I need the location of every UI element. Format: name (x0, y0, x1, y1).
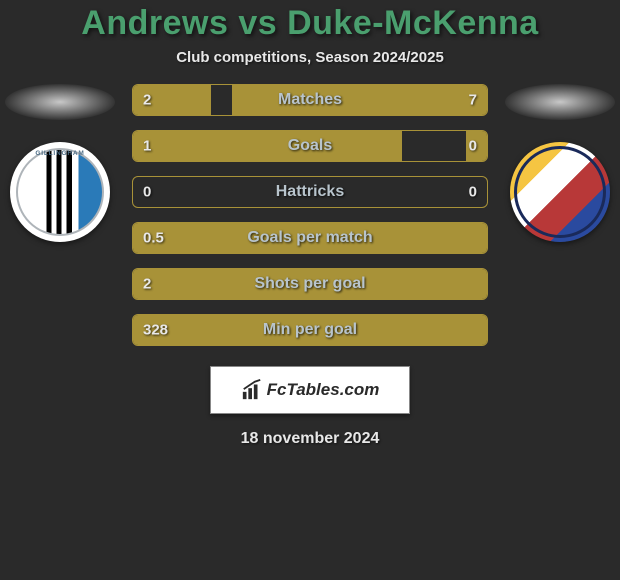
stat-row: 1Goals0 (132, 130, 488, 162)
stat-row: 0Hattricks0 (132, 176, 488, 208)
stat-value-right: 0 (469, 184, 477, 201)
stat-row: 328Min per goal (132, 314, 488, 346)
stat-label: Shots per goal (133, 275, 487, 293)
stat-row: 2Matches7 (132, 84, 488, 116)
club-crest-right (510, 142, 610, 242)
brand-name: FcTables.com (267, 380, 380, 400)
stat-row: 2Shots per goal (132, 268, 488, 300)
date-label: 18 november 2024 (0, 430, 620, 448)
club-crest-left (10, 142, 110, 242)
stat-value-right: 0 (469, 138, 477, 155)
stat-label: Goals per match (133, 229, 487, 247)
brand-badge[interactable]: FcTables.com (210, 366, 410, 414)
player-photo-placeholder-left (5, 84, 115, 120)
stat-label: Goals (133, 137, 487, 155)
stat-label: Matches (133, 91, 487, 109)
stat-value-right: 7 (469, 92, 477, 109)
page-title: Andrews vs Duke-McKenna (0, 4, 620, 43)
main-row: 2Matches71Goals00Hattricks00.5Goals per … (0, 84, 620, 360)
stats-column: 2Matches71Goals00Hattricks00.5Goals per … (120, 84, 500, 360)
stat-row: 0.5Goals per match (132, 222, 488, 254)
subtitle: Club competitions, Season 2024/2025 (0, 49, 620, 66)
stat-label: Hattricks (133, 183, 487, 201)
chart-icon (241, 379, 263, 401)
player-photo-placeholder-right (505, 84, 615, 120)
left-player-col (0, 84, 120, 242)
comparison-card: Andrews vs Duke-McKenna Club competition… (0, 0, 620, 448)
right-player-col (500, 84, 620, 242)
stat-label: Min per goal (133, 321, 487, 339)
